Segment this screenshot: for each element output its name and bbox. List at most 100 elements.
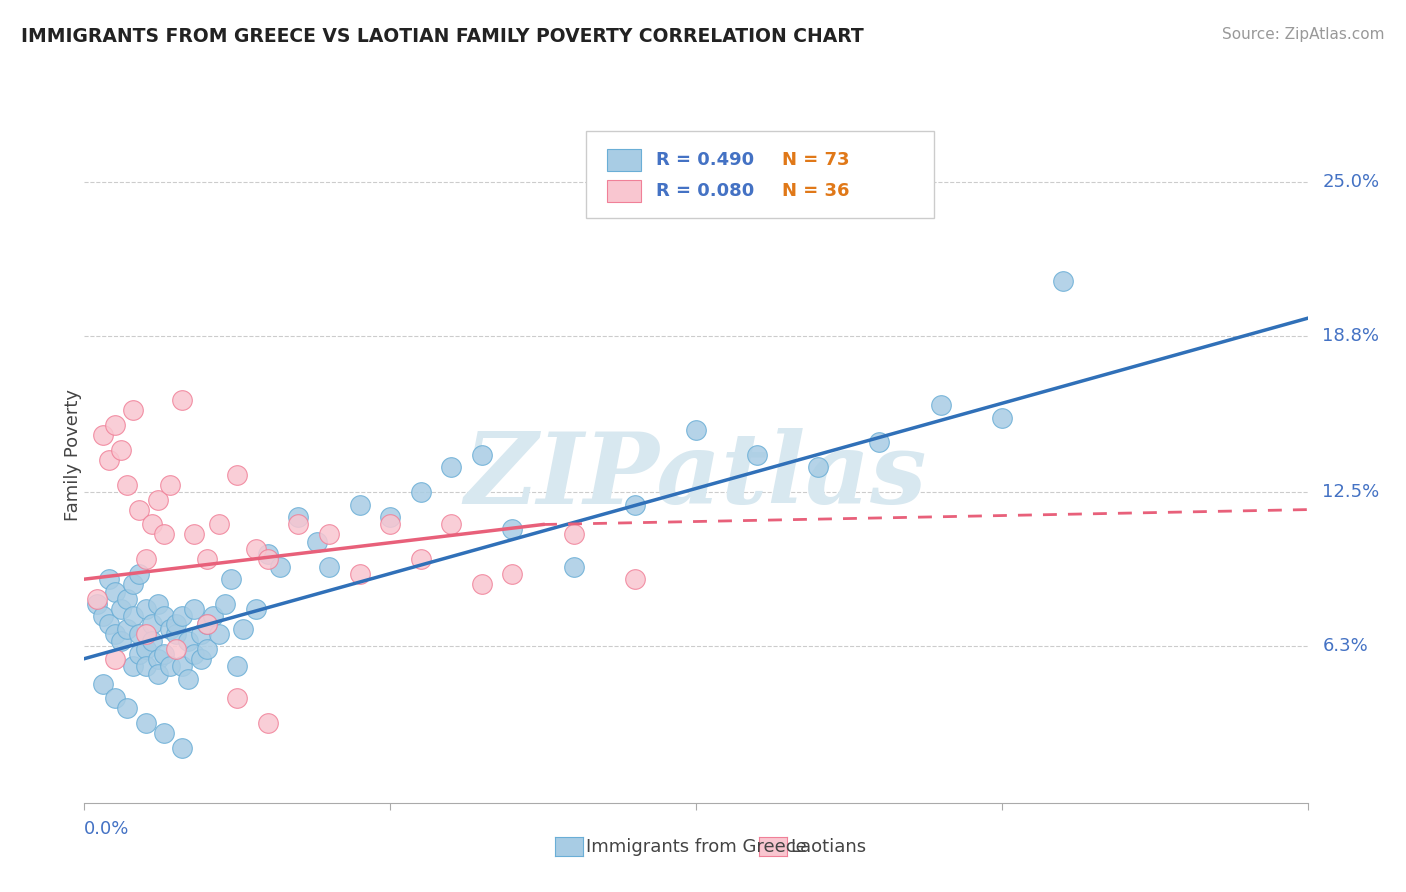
Point (214, 597, 236, 611)
Point (172, 609, 194, 624)
Point (122, 609, 145, 624)
Point (128, 647, 150, 661)
Point (153, 726, 176, 740)
Point (135, 627, 157, 641)
Point (409, 552, 432, 566)
Point (226, 467, 249, 482)
Y-axis label: Family Poverty: Family Poverty (65, 389, 82, 521)
Point (110, 602, 132, 616)
Point (269, 559, 291, 574)
Point (226, 691, 249, 706)
Point (135, 716, 157, 731)
Point (226, 659, 249, 673)
Point (141, 634, 163, 648)
Text: Source: ZipAtlas.com: Source: ZipAtlas.com (1222, 27, 1385, 42)
Point (122, 403, 145, 417)
Point (440, 460, 463, 475)
Point (183, 602, 205, 616)
Point (685, 423, 707, 437)
Point (208, 517, 231, 532)
Point (257, 552, 280, 566)
Point (201, 609, 224, 624)
Point (97, 572, 120, 586)
Bar (606, 180, 641, 202)
Point (380, 517, 402, 532)
Point (318, 559, 340, 574)
Point (747, 448, 769, 462)
Point (146, 666, 169, 681)
Text: 18.8%: 18.8% (1322, 326, 1379, 344)
Point (190, 651, 212, 665)
Point (146, 651, 169, 665)
Text: R = 0.490: R = 0.490 (655, 151, 754, 169)
Text: 0.0%: 0.0% (84, 821, 129, 838)
Point (115, 701, 138, 715)
Point (195, 616, 218, 631)
Point (190, 627, 212, 641)
Point (219, 572, 242, 586)
Text: Laotians: Laotians (790, 838, 866, 855)
Point (135, 641, 157, 656)
Point (141, 517, 163, 532)
Text: IMMIGRANTS FROM GREECE VS LAOTIAN FAMILY POVERTY CORRELATION CHART: IMMIGRANTS FROM GREECE VS LAOTIAN FAMILY… (21, 27, 863, 45)
Point (183, 647, 205, 661)
Point (624, 498, 647, 512)
Point (91, 609, 114, 624)
Point (153, 609, 176, 624)
Point (141, 616, 163, 631)
Point (257, 547, 280, 561)
Text: Immigrants from Greece: Immigrants from Greece (586, 838, 807, 855)
Point (115, 592, 138, 607)
Point (257, 716, 280, 731)
Point (624, 572, 647, 586)
Point (991, 410, 1014, 425)
Point (349, 498, 371, 512)
Point (502, 523, 524, 537)
Point (287, 517, 309, 532)
Point (471, 577, 494, 591)
Point (172, 741, 194, 756)
Point (208, 627, 231, 641)
Point (128, 567, 150, 582)
Point (86, 592, 108, 607)
Point (110, 442, 132, 457)
Text: 25.0%: 25.0% (1322, 172, 1379, 191)
Point (195, 641, 218, 656)
Point (86, 597, 108, 611)
Point (128, 502, 150, 516)
Bar (606, 149, 641, 171)
Point (153, 647, 176, 661)
Point (380, 510, 402, 524)
Point (318, 527, 340, 541)
Point (159, 477, 181, 491)
Point (562, 527, 585, 541)
Point (122, 659, 145, 673)
Point (104, 418, 127, 433)
Point (562, 559, 585, 574)
Point (97, 616, 120, 631)
Point (104, 584, 127, 599)
Point (1052, 274, 1074, 288)
Point (128, 627, 150, 641)
Text: 6.3%: 6.3% (1322, 637, 1368, 656)
FancyBboxPatch shape (586, 131, 935, 219)
Point (869, 435, 891, 450)
Text: N = 36: N = 36 (782, 182, 849, 200)
Point (146, 597, 169, 611)
Point (245, 602, 267, 616)
Point (232, 622, 254, 636)
Point (177, 672, 200, 686)
Text: ZIPatlas: ZIPatlas (465, 427, 927, 524)
Point (183, 527, 205, 541)
Point (440, 517, 463, 532)
Point (104, 691, 127, 706)
Text: R = 0.080: R = 0.080 (655, 182, 754, 200)
Point (135, 659, 157, 673)
Point (135, 602, 157, 616)
Point (305, 535, 328, 549)
Point (115, 622, 138, 636)
Point (172, 659, 194, 673)
Point (195, 616, 218, 631)
Point (471, 448, 494, 462)
Point (245, 542, 267, 557)
